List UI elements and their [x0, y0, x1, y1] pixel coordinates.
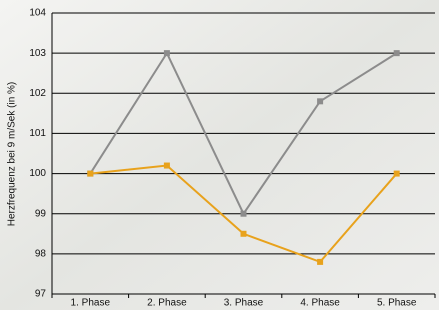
marker	[394, 171, 400, 177]
x-tick-label: 1. Phase	[71, 298, 111, 309]
x-tick-label: 5. Phase	[377, 298, 417, 309]
background	[0, 0, 439, 310]
y-axis-label: Herzfrequenz bei 9 m/Sek (in %)	[7, 82, 18, 227]
marker	[394, 50, 400, 56]
marker	[317, 259, 323, 265]
y-tick-label: 98	[35, 248, 47, 259]
marker	[87, 171, 93, 177]
chart: Herzfrequenz bei 9 m/Sek (in %) 97 98 99 10…	[0, 0, 439, 310]
y-tick-label: 101	[29, 128, 46, 139]
y-tick-label: 99	[35, 208, 47, 219]
x-tick-label: 3. Phase	[224, 298, 264, 309]
y-tick-label: 104	[29, 8, 46, 19]
x-tick-label: 2. Phase	[147, 298, 187, 309]
x-tick-label: 4. Phase	[300, 298, 340, 309]
y-tick-label: 100	[29, 168, 46, 179]
y-tick-label: 102	[29, 88, 46, 99]
y-tick-label: 103	[29, 48, 46, 59]
marker	[241, 211, 247, 217]
marker	[164, 50, 170, 56]
y-tick-label: 97	[35, 289, 47, 300]
marker	[241, 231, 247, 237]
marker	[317, 98, 323, 104]
marker	[164, 163, 170, 169]
